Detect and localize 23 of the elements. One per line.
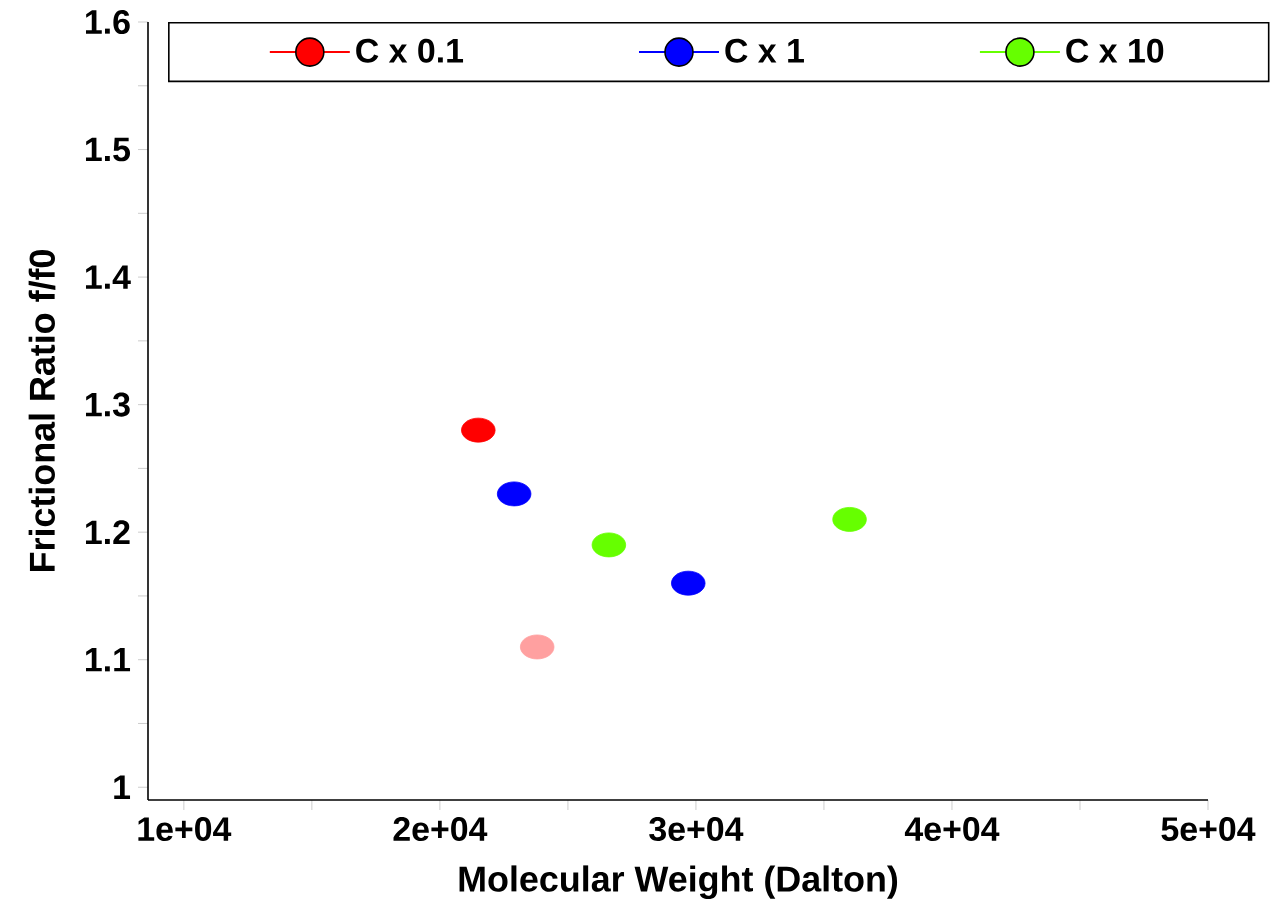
y-tick-label: 1	[114, 775, 131, 799]
x-tick-label: 4e+04	[904, 817, 1000, 842]
y-tick-label: 1.2	[86, 520, 130, 544]
y-tick-label: 1.3	[86, 392, 130, 417]
x-tick-label: 5e+04	[1161, 817, 1256, 842]
point	[832, 507, 867, 532]
legend-label: C x 1	[725, 38, 804, 63]
y-tick-label: 1.4	[86, 265, 131, 289]
point	[461, 417, 496, 443]
x-axis-title: Molecular Weight (Dalton)	[459, 865, 898, 899]
y-tick-label: 1.1	[86, 648, 131, 672]
x-tick-label: 3e+04	[649, 817, 744, 842]
legend-label: C x 10	[1066, 38, 1164, 63]
point	[519, 634, 555, 660]
point	[591, 532, 627, 558]
x-tick-label: 1e+04	[138, 817, 232, 842]
x-tick-label: 2e+04	[393, 817, 488, 842]
point	[496, 481, 532, 507]
point	[671, 570, 706, 596]
legend-label: C x 0.1	[356, 38, 464, 63]
y-tick-label: 1.5	[86, 137, 131, 162]
y-axis-title: Frictional Ratio f/f0	[28, 250, 56, 571]
y-tick-label: 1.6	[86, 10, 130, 34]
